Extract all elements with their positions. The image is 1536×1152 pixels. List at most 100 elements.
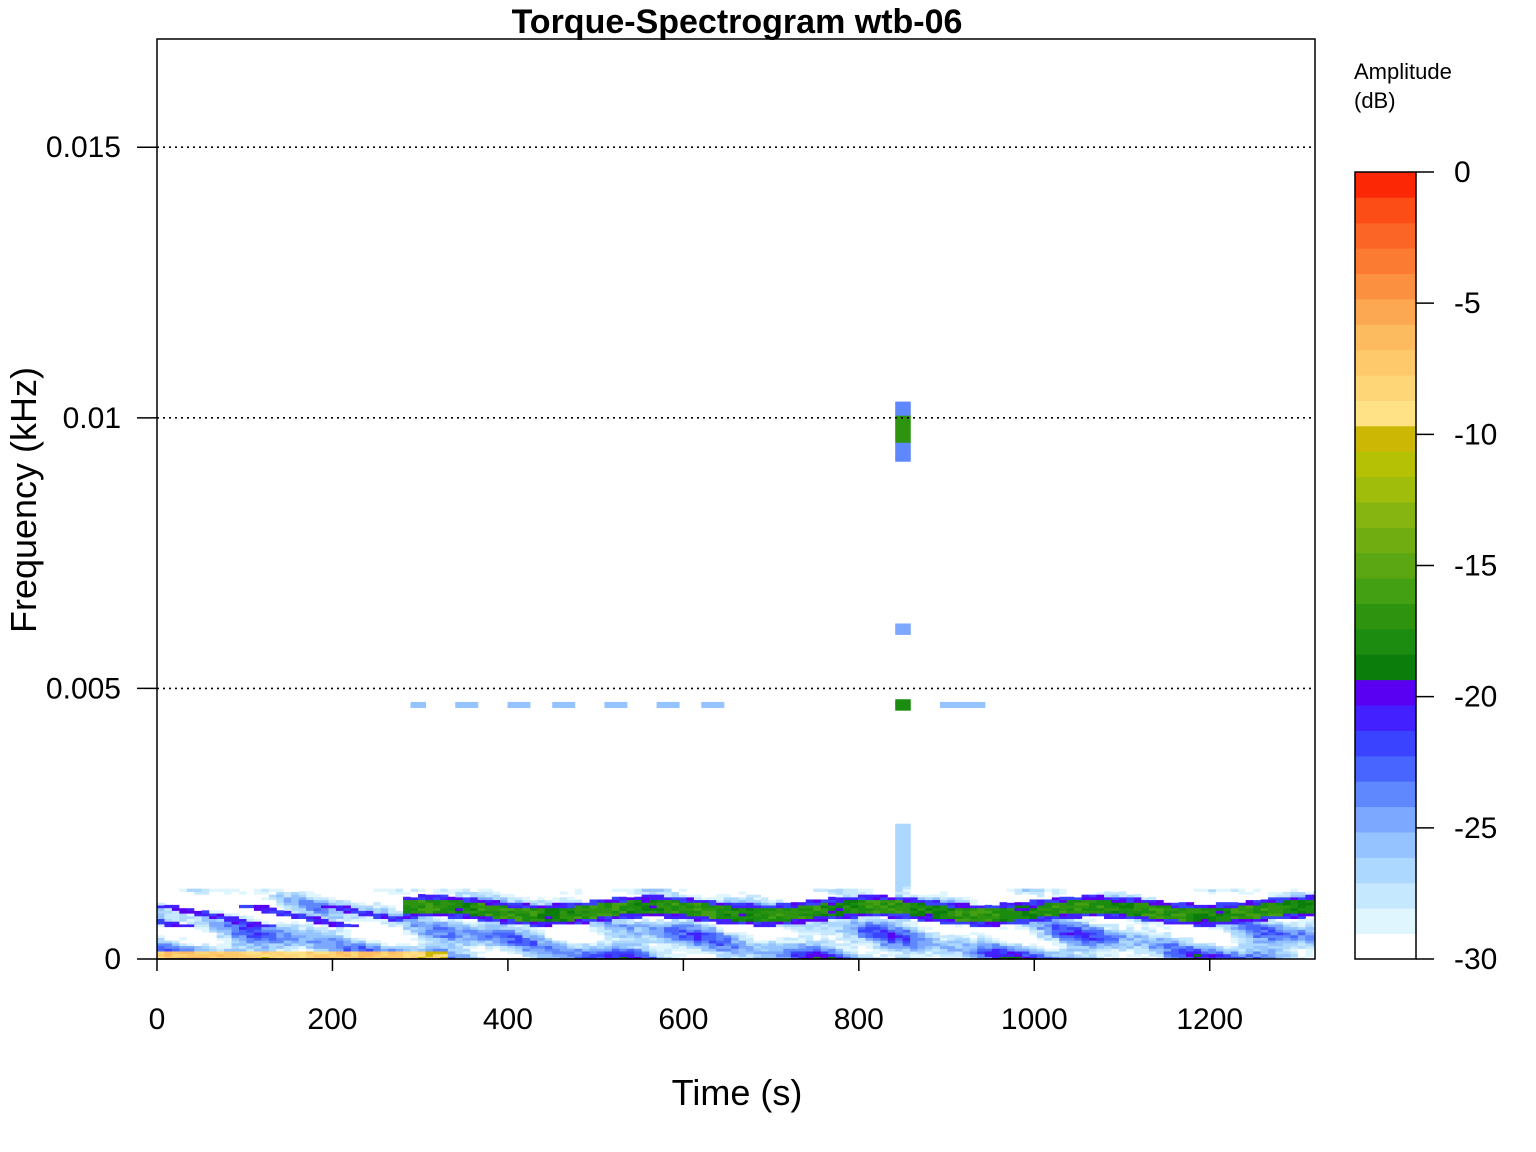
- heat-cell: [589, 923, 598, 928]
- heat-cell: [1312, 921, 1315, 925]
- heat-cell: [276, 904, 285, 909]
- colorbar-swatch: [1355, 324, 1416, 351]
- heat-cell: [239, 891, 248, 895]
- heat-cell: [582, 915, 591, 920]
- heat-cell: [977, 950, 986, 955]
- heat-cell: [388, 902, 397, 906]
- heat-cell: [664, 953, 673, 957]
- heat-cell: [857, 918, 866, 922]
- heat-cell: [410, 915, 419, 920]
- heat-cell: [1290, 888, 1299, 892]
- heat-cell: [522, 931, 531, 936]
- heat-cell: [1029, 940, 1038, 944]
- x-tick-label: 600: [658, 1003, 708, 1036]
- heat-cell: [1297, 891, 1306, 895]
- heat-cell: [1208, 948, 1217, 952]
- heat-cell: [447, 902, 456, 906]
- heat-cell: [1059, 940, 1068, 944]
- heat-cell: [820, 923, 829, 928]
- heat-cell: [253, 915, 262, 920]
- heat-cell: [1014, 953, 1023, 957]
- colorbar-swatch: [1355, 933, 1416, 960]
- heat-cell: [664, 942, 673, 947]
- heat-cell: [664, 929, 673, 933]
- heat-cell: [440, 956, 449, 959]
- heat-cell: [954, 940, 963, 944]
- heat-cell: [902, 407, 911, 411]
- heat-cell: [1305, 948, 1314, 952]
- heat-cell: [1133, 934, 1142, 938]
- heat-cell: [678, 931, 688, 936]
- heat-cell: [887, 929, 896, 933]
- heat-cell: [977, 902, 986, 906]
- heat-cell: [1238, 940, 1247, 944]
- heat-cell: [1096, 940, 1105, 944]
- heat-cell: [514, 950, 523, 955]
- heat-cell: [1282, 929, 1292, 933]
- colorbar-tick-label: -15: [1454, 550, 1497, 583]
- heat-cell: [783, 918, 792, 922]
- heat-cell: [157, 918, 166, 922]
- heat-cell: [656, 896, 665, 901]
- heat-cell: [634, 907, 643, 911]
- heat-cell: [746, 950, 755, 955]
- heat-cell: [857, 953, 866, 957]
- heat-cell: [895, 699, 904, 703]
- heat-cell: [462, 934, 471, 938]
- heat-cell: [522, 929, 531, 933]
- heat-cell: [350, 950, 359, 955]
- heat-cell: [678, 945, 688, 949]
- heat-cell: [768, 956, 777, 959]
- heat-cell: [417, 926, 427, 930]
- heat-cell: [261, 953, 270, 957]
- heat-cell: [1111, 899, 1120, 903]
- heat-cell: [954, 934, 963, 938]
- heat-cell: [947, 907, 956, 911]
- heat-cell: [887, 942, 896, 947]
- heat-cell: [626, 931, 635, 936]
- heat-cell: [1029, 948, 1038, 952]
- heat-cell: [604, 956, 613, 959]
- heat-cell: [835, 926, 844, 930]
- heat-cell: [559, 899, 568, 903]
- heat-cell: [1305, 923, 1314, 928]
- x-tick-label: 200: [307, 1003, 357, 1036]
- heat-cell: [514, 918, 523, 922]
- heat-cell: [1238, 934, 1247, 938]
- heat-cell: [298, 894, 307, 898]
- heat-cell: [358, 888, 367, 892]
- heat-cell: [925, 902, 934, 906]
- heat-cell: [790, 948, 799, 952]
- heat-cell: [992, 904, 1001, 909]
- heat-cell: [283, 940, 292, 944]
- heat-cell: [1111, 888, 1120, 892]
- heat-cell: [1290, 950, 1299, 955]
- heat-cell: [1260, 902, 1269, 906]
- heat-cell: [567, 948, 576, 952]
- heat-cell: [634, 899, 643, 903]
- heat-cell: [492, 953, 501, 957]
- heat-cell: [1193, 940, 1202, 944]
- heat-cell: [805, 904, 814, 909]
- heat-cell: [1260, 888, 1269, 892]
- heat-cell: [485, 913, 494, 917]
- heat-cell: [268, 923, 277, 928]
- heat-cell: [567, 899, 576, 903]
- heat-cell: [641, 910, 650, 914]
- heat-cell: [1126, 885, 1135, 890]
- heat-cell: [902, 950, 911, 955]
- heat-cell: [738, 910, 747, 914]
- heat-cell: [380, 953, 389, 957]
- heat-cell: [1081, 950, 1090, 955]
- heat-cell: [671, 904, 680, 909]
- heat-cell: [902, 401, 911, 405]
- heat-cell: [1186, 940, 1195, 944]
- heat-cell: [306, 937, 315, 941]
- heat-cell: [783, 948, 792, 952]
- heat-cell: [1238, 948, 1247, 952]
- heat-cell: [298, 923, 307, 928]
- heat-cell: [626, 953, 635, 957]
- heat-cell: [962, 934, 971, 938]
- heat-cell: [1193, 956, 1202, 959]
- heat-cell: [477, 913, 486, 917]
